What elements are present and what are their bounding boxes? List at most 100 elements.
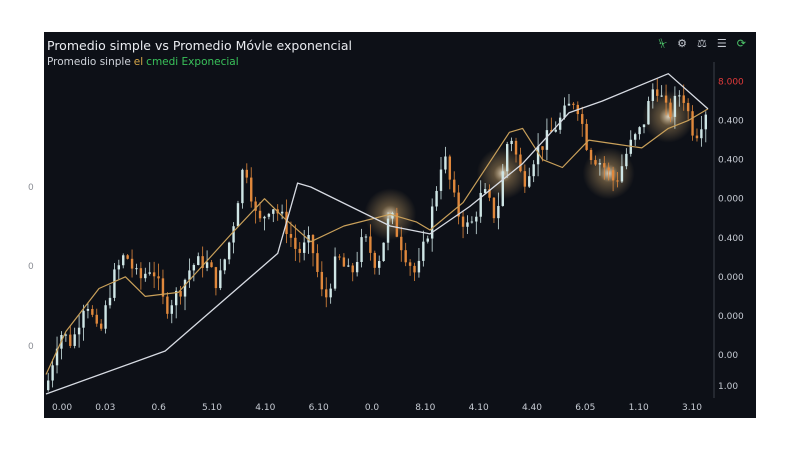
candle-body xyxy=(558,117,562,130)
y-tick-label: 0.400 xyxy=(718,234,744,244)
candle-body xyxy=(219,270,222,289)
candle-body xyxy=(550,130,553,132)
candle-body xyxy=(616,180,619,182)
candle-body xyxy=(139,268,143,279)
price-chart: 8.000 0.400 0.400 0.000 0.400 0.000 0.000 0.00 1… xyxy=(45,62,744,413)
candle-body xyxy=(338,256,341,258)
x-tick-label: 0.0 xyxy=(365,403,380,413)
candle-body xyxy=(656,89,659,96)
candle-body xyxy=(86,308,90,311)
candle-body xyxy=(391,213,394,219)
x-tick-label: 3.10 xyxy=(682,403,702,413)
candle-body xyxy=(523,171,527,187)
x-tick-label: 6.10 xyxy=(309,403,329,413)
y-tick-label: 8.000 xyxy=(718,78,744,88)
sma-line xyxy=(45,73,709,395)
candle-body xyxy=(254,201,257,211)
candle-body xyxy=(280,211,284,214)
candle-body xyxy=(183,279,187,297)
candle-body xyxy=(241,169,244,204)
candle-body xyxy=(311,235,315,254)
candle-body xyxy=(188,270,191,280)
candle-body xyxy=(567,103,571,106)
subtitle-separator: el xyxy=(133,56,144,68)
candle-body xyxy=(325,289,328,298)
y-tick-label: 0.000 xyxy=(718,273,744,283)
candle-body xyxy=(201,256,204,268)
candle-body xyxy=(444,156,447,170)
candle-body xyxy=(135,268,138,270)
x-tick-label: 4.40 xyxy=(522,403,542,413)
candle-body xyxy=(541,146,544,150)
x-tick-label: 0.6 xyxy=(152,403,167,413)
candle-body xyxy=(488,189,491,198)
x-tick-label: 5.10 xyxy=(202,403,222,413)
candle-body xyxy=(466,222,469,227)
candle-body xyxy=(479,192,482,217)
candle-body xyxy=(598,163,602,165)
candle-body xyxy=(638,127,641,135)
y-tick-label: 0.400 xyxy=(718,117,744,127)
candle-body xyxy=(563,105,566,118)
candle-body xyxy=(545,130,549,150)
candle-body xyxy=(594,160,597,165)
candle-body xyxy=(404,250,407,263)
candle-body xyxy=(307,235,310,243)
candle-body xyxy=(174,290,178,306)
side-tick-label: 0 xyxy=(28,183,34,193)
y-tick-label: 0.000 xyxy=(718,312,744,322)
candle-body xyxy=(426,238,429,242)
candle-body xyxy=(355,261,359,273)
x-tick-label: 4.10 xyxy=(469,403,489,413)
candle-body xyxy=(625,153,628,167)
chart-icon[interactable]: ⏧ xyxy=(658,37,668,50)
menu-icon[interactable]: ☰ xyxy=(716,37,727,50)
candle-body xyxy=(572,103,575,105)
share-icon[interactable]: ⟳ xyxy=(736,37,746,50)
candle-body xyxy=(514,140,518,155)
candle-body xyxy=(104,305,107,329)
candle-body xyxy=(130,258,134,269)
candle-body xyxy=(430,206,434,239)
candle-body xyxy=(669,102,672,117)
candle-body xyxy=(64,334,68,336)
candle-body xyxy=(589,149,593,161)
side-tick-label: 0 xyxy=(28,342,34,352)
x-tick-label: 4.10 xyxy=(255,403,275,413)
candle-body xyxy=(69,334,72,346)
candle-body xyxy=(113,269,116,298)
candle-body xyxy=(682,95,685,103)
candle-body xyxy=(422,241,425,261)
x-tick-label: 0.03 xyxy=(95,403,115,413)
candle-body xyxy=(536,146,540,165)
candle-body xyxy=(294,237,297,249)
candle-body xyxy=(686,102,690,112)
candle-body xyxy=(373,252,376,268)
candle-body xyxy=(532,164,535,177)
candle-body xyxy=(179,290,182,297)
candle-body xyxy=(166,296,169,314)
candle-body xyxy=(289,234,293,238)
candle-body xyxy=(157,276,160,279)
chart-toolbar: ⏧ ⚙ ⚖ ☰ ⟳ xyxy=(658,38,746,50)
indicators-icon[interactable]: ⚖ xyxy=(697,37,707,50)
side-tick-label: 0 xyxy=(28,262,34,272)
candle-body xyxy=(77,327,81,335)
y-tick-label: 0.000 xyxy=(718,195,744,205)
candle-body xyxy=(126,255,129,259)
candle-body xyxy=(298,248,301,253)
candle-body xyxy=(603,163,606,168)
candle-body xyxy=(519,154,522,172)
candle-body xyxy=(214,267,218,289)
candle-body xyxy=(660,95,663,97)
candle-body xyxy=(47,380,50,391)
candle-body xyxy=(611,170,615,181)
highlight-glow xyxy=(642,90,695,143)
candle-body xyxy=(161,278,165,297)
candle-body xyxy=(400,236,403,251)
candle-body xyxy=(320,271,324,290)
candle-body xyxy=(91,308,94,315)
candle-body xyxy=(528,176,531,187)
settings-icon[interactable]: ⚙ xyxy=(677,37,688,50)
candle-body xyxy=(232,226,235,243)
